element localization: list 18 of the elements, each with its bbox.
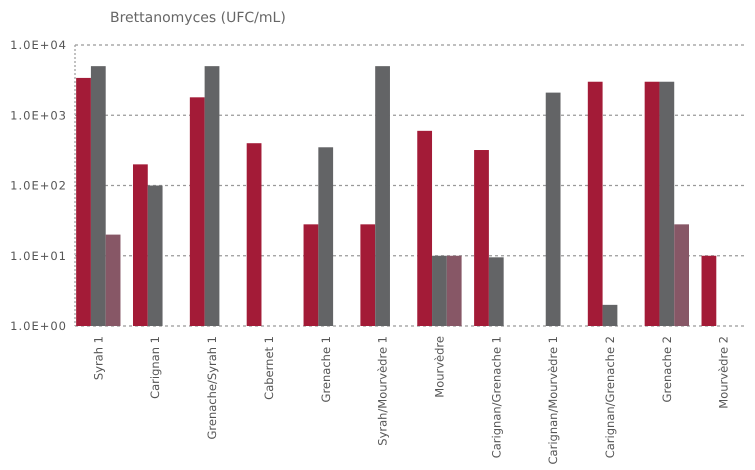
y-tick-label: 1.0E+02	[10, 178, 67, 193]
y-tick-label: 1.0E+00	[10, 319, 67, 334]
x-tick-label: Carignan/Grenache 2	[603, 336, 618, 458]
x-tick-label: Cabernet 1	[262, 336, 276, 400]
x-tick-label: Carignan 1	[148, 336, 162, 399]
x-tick-label: Grenache/Syrah 1	[205, 336, 220, 440]
x-tick-label: Grenache 1	[318, 336, 333, 402]
y-tick-label: 1.0E+01	[10, 248, 67, 263]
x-tick-label: Mourvèdre	[432, 336, 446, 398]
x-tick-label: Mourvèdre 2	[716, 336, 731, 409]
y-tick-label: 1.0E+03	[10, 108, 67, 122]
x-tick-label: Carignan/Mourvèdre 1	[546, 336, 560, 464]
x-tick-label: Syrah 1	[91, 336, 106, 380]
x-tick-label: Syrah/Mourvèdre 1	[376, 336, 390, 446]
y-tick-label: 1.0E+04	[10, 38, 67, 52]
y-axis-title: Brettanomyces (UFC/mL)	[110, 10, 286, 26]
x-tick-label: Grenache 2	[660, 336, 674, 402]
x-tick-label: Carignan/Grenache 1	[489, 336, 504, 458]
